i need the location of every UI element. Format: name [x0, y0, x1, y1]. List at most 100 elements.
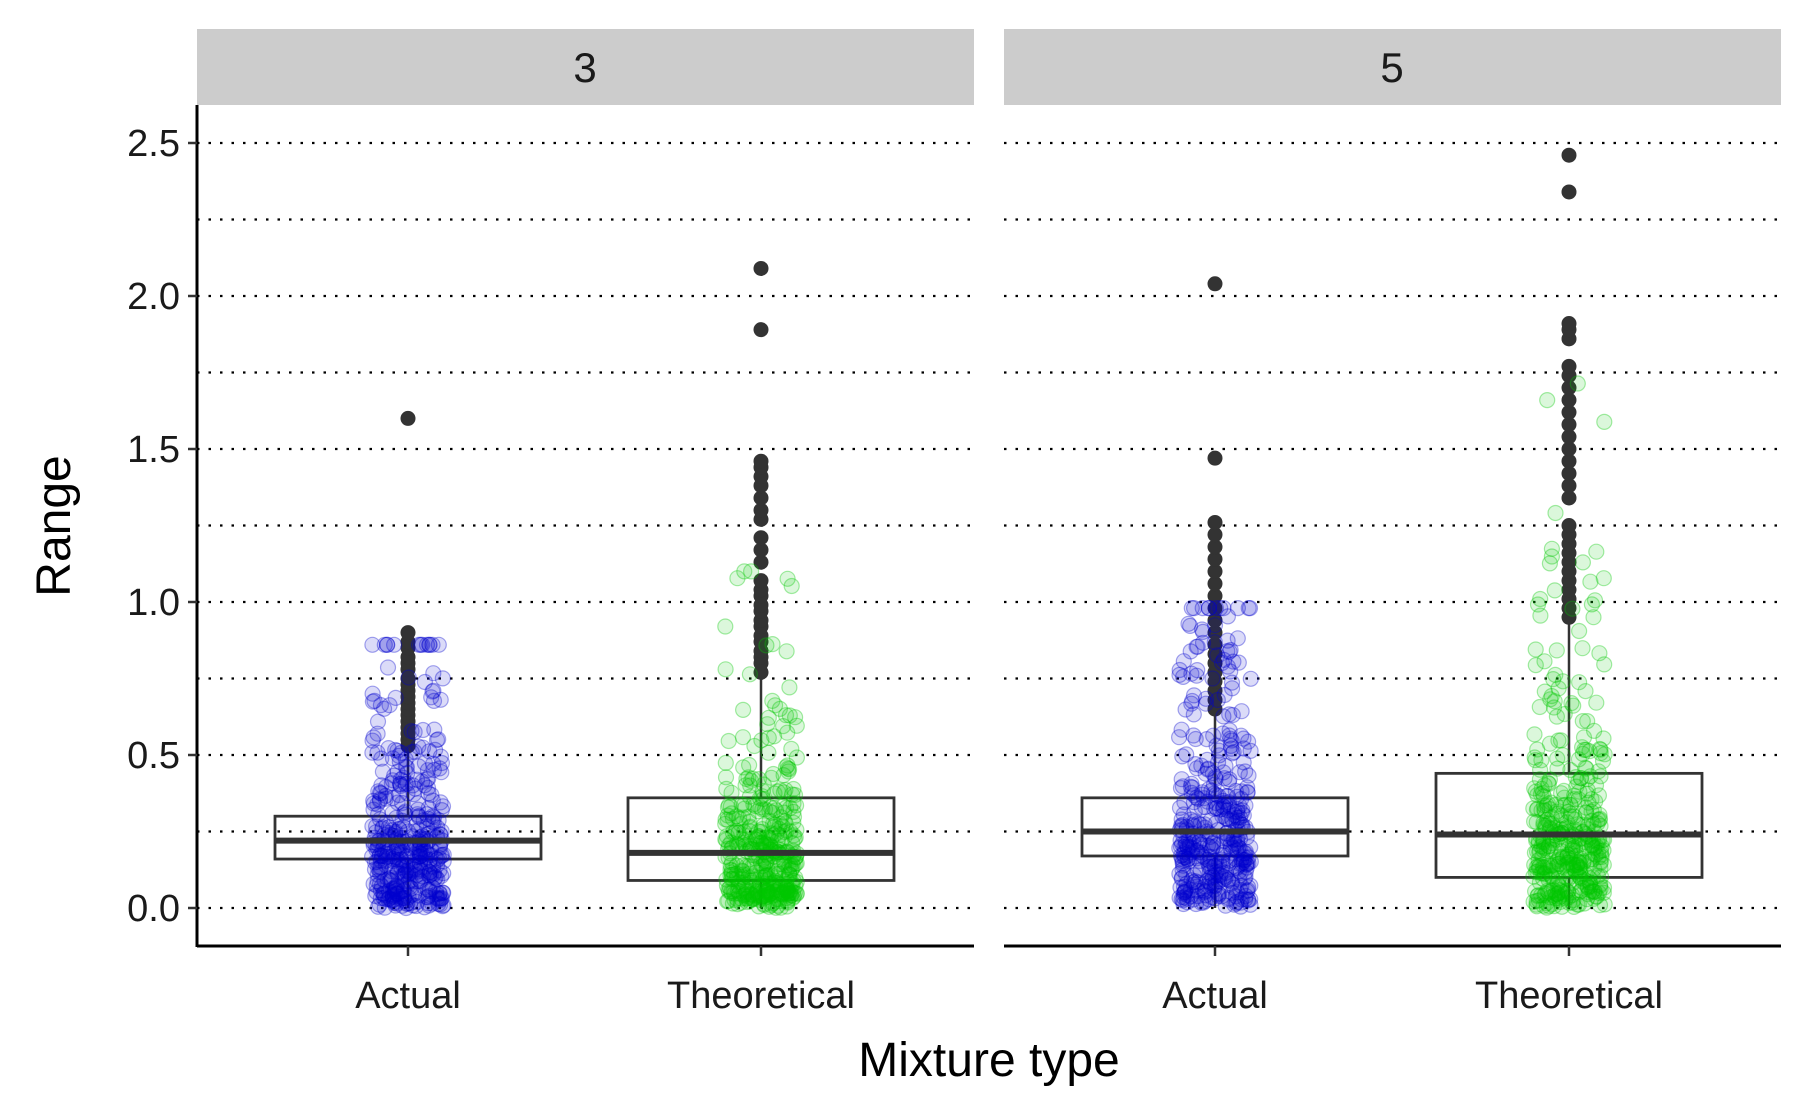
- jitter-point: [766, 865, 784, 883]
- jitter-point: [419, 845, 436, 862]
- jitter-point: [1235, 754, 1252, 771]
- jitter-point: [1203, 888, 1220, 906]
- jitter-point: [430, 895, 447, 913]
- jitter-point: [1238, 856, 1255, 873]
- jitter-point: [733, 796, 750, 813]
- jitter-point: [410, 870, 427, 887]
- jitter-point: [434, 884, 451, 901]
- jitter-point: [755, 817, 772, 834]
- jitter-point: [736, 886, 753, 903]
- jitter-point: [384, 888, 401, 906]
- jitter-point: [1178, 746, 1195, 763]
- jitter-point: [775, 853, 792, 870]
- jitter-point: [1536, 777, 1553, 794]
- jitter-point: [1214, 851, 1231, 868]
- jitter-point: [1208, 863, 1225, 880]
- jitter-point: [1220, 872, 1237, 889]
- jitter-point: [399, 785, 416, 802]
- jitter-point: [1222, 840, 1239, 857]
- jitter-point: [1175, 857, 1192, 874]
- jitter-point: [1225, 743, 1242, 761]
- jitter-point: [1209, 691, 1226, 709]
- outlier-point: [1207, 588, 1223, 604]
- jitter-point: [757, 866, 774, 884]
- jitter-point: [387, 848, 404, 866]
- jitter-point: [1227, 888, 1245, 905]
- jitter-point: [782, 857, 799, 874]
- jitter-point: [730, 824, 747, 841]
- jitter-point: [418, 818, 435, 835]
- jitter-point: [383, 873, 400, 890]
- jitter-point: [429, 819, 446, 836]
- jitter-point: [719, 807, 736, 824]
- jitter-point: [433, 890, 450, 907]
- jitter-point: [721, 879, 739, 896]
- jitter-point: [767, 872, 784, 889]
- jitter-point: [1176, 838, 1193, 855]
- jitter-point: [743, 874, 760, 891]
- jitter-point: [728, 857, 745, 874]
- jitter-point: [788, 821, 805, 839]
- jitter-point: [1175, 889, 1192, 906]
- jitter-point: [742, 772, 760, 790]
- jitter-point: [728, 865, 745, 882]
- jitter-point: [780, 885, 798, 902]
- jitter-point: [412, 872, 429, 889]
- jitter-point: [397, 751, 414, 768]
- y-tick-label: 0.0: [127, 888, 180, 930]
- jitter-point: [1240, 767, 1257, 784]
- jitter-point: [430, 731, 447, 748]
- jitter-point: [1226, 806, 1243, 824]
- jitter-point: [1239, 733, 1257, 750]
- jitter-point: [1584, 882, 1601, 899]
- jitter-point: [718, 893, 736, 910]
- jitter-point: [1217, 757, 1234, 775]
- jitter-point: [1183, 665, 1200, 682]
- jitter-point: [773, 855, 790, 873]
- jitter-point: [387, 689, 404, 707]
- jitter-point: [421, 851, 439, 868]
- jitter-point: [431, 884, 448, 902]
- jitter-point: [765, 728, 783, 745]
- jitter-point: [780, 885, 797, 903]
- jitter-point: [380, 739, 397, 757]
- jitter-point: [395, 882, 412, 900]
- jitter-point: [1224, 884, 1241, 901]
- jitter-point: [380, 843, 397, 860]
- jitter-point: [788, 749, 806, 766]
- jitter-point: [433, 764, 450, 781]
- jitter-point: [1176, 849, 1193, 866]
- jitter-point: [433, 801, 450, 819]
- jitter-point: [398, 895, 415, 913]
- jitter-point: [1216, 770, 1233, 787]
- jitter-point: [1178, 890, 1196, 907]
- jitter-point: [364, 744, 381, 761]
- jitter-point: [379, 636, 396, 653]
- jitter-point: [774, 717, 792, 735]
- jitter-point: [1236, 851, 1254, 869]
- jitter-point: [390, 885, 407, 902]
- jitter-point: [1235, 730, 1252, 747]
- jitter-point: [717, 811, 734, 828]
- jitter-point: [426, 809, 443, 826]
- jitter-point: [745, 887, 762, 904]
- jitter-point: [755, 890, 772, 907]
- jitter-point: [1596, 656, 1613, 673]
- jitter-point: [1206, 890, 1224, 907]
- jitter-point: [1574, 712, 1591, 730]
- jitter-point: [408, 893, 426, 911]
- jitter-point: [737, 831, 755, 848]
- jitter-point: [735, 887, 752, 904]
- jitter-point: [1199, 760, 1217, 777]
- jitter-point: [730, 824, 747, 842]
- outlier-point: [1207, 600, 1223, 616]
- outlier-point: [1561, 404, 1577, 420]
- jitter-point: [765, 883, 782, 900]
- jitter-point: [750, 770, 768, 788]
- jitter-point: [1222, 641, 1239, 659]
- jitter-point: [374, 820, 391, 837]
- jitter-point: [759, 882, 776, 899]
- jitter-point: [752, 877, 770, 894]
- jitter-point: [364, 848, 381, 865]
- outlier-point: [1561, 358, 1577, 374]
